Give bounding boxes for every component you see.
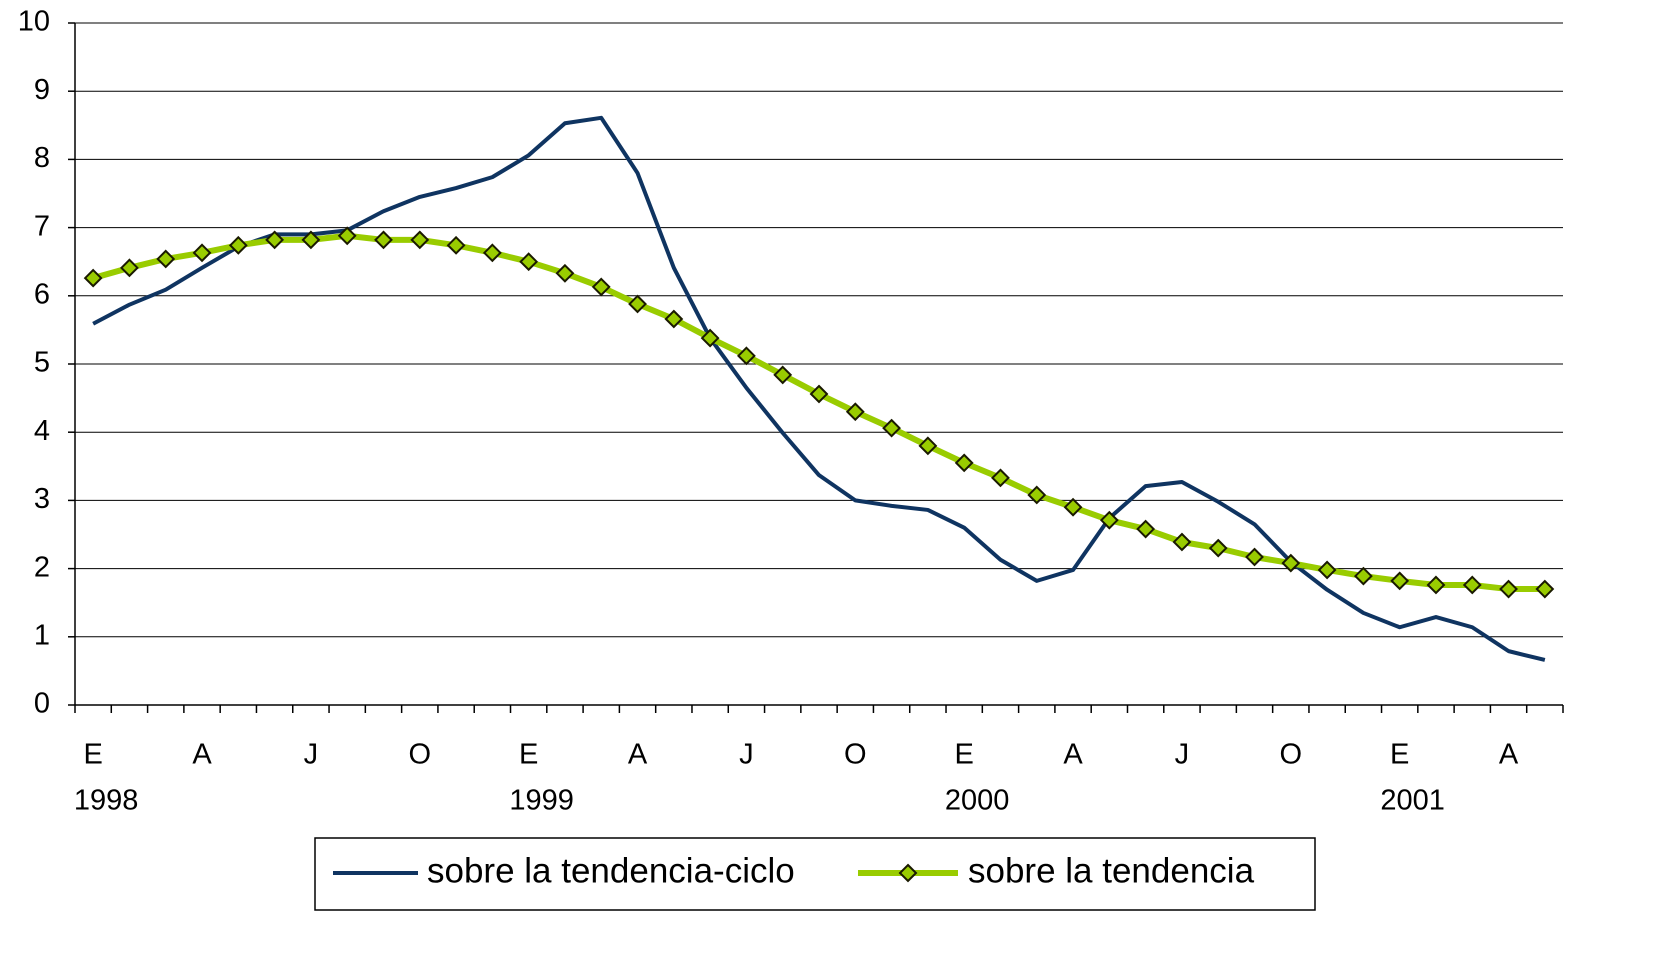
x-tick-label: O xyxy=(844,739,867,771)
marker xyxy=(482,243,502,263)
y-tick-label: 6 xyxy=(34,278,50,310)
x-tick-label: J xyxy=(739,739,754,771)
marker xyxy=(882,418,901,438)
x-year-label: 1998 xyxy=(74,785,139,817)
x-year-label: 2000 xyxy=(945,785,1010,817)
series-line xyxy=(92,115,1546,662)
x-year-label: 2001 xyxy=(1380,785,1445,817)
x-tick-label: E xyxy=(83,739,102,771)
legend-label: sobre la tendencia-ciclo xyxy=(427,851,795,890)
marker xyxy=(700,328,720,348)
legend-label: sobre la tendencia xyxy=(968,851,1255,890)
marker xyxy=(737,346,756,366)
marker xyxy=(628,294,647,314)
legend-marker xyxy=(898,863,918,883)
y-tick-label: 4 xyxy=(34,415,50,447)
marker xyxy=(1499,579,1518,599)
marker xyxy=(1063,497,1083,517)
y-tick-label: 8 xyxy=(34,142,50,174)
marker xyxy=(83,268,103,288)
marker xyxy=(301,230,321,250)
y-tick-label: 3 xyxy=(34,483,50,515)
marker xyxy=(918,436,938,456)
x-tick-label: A xyxy=(628,739,648,771)
y-tick-label: 1 xyxy=(34,619,50,651)
marker xyxy=(954,453,974,473)
x-tick-label: A xyxy=(1499,739,1519,771)
marker xyxy=(1353,566,1373,586)
marker xyxy=(1208,538,1228,558)
marker xyxy=(1245,547,1264,567)
y-tick-label: 0 xyxy=(34,688,50,720)
x-tick-label: J xyxy=(304,739,319,771)
y-tick-label: 2 xyxy=(34,551,50,583)
marker xyxy=(555,263,575,283)
x-year-label: 1999 xyxy=(509,785,574,817)
marker xyxy=(845,402,865,422)
marker xyxy=(120,258,139,278)
marker xyxy=(1027,485,1047,505)
marker xyxy=(1099,510,1119,530)
marker xyxy=(1317,560,1337,580)
marker xyxy=(1426,575,1446,595)
marker xyxy=(1390,571,1410,591)
x-tick-label: J xyxy=(1175,739,1190,771)
marker xyxy=(1281,553,1301,573)
marker xyxy=(192,243,212,263)
x-tick-label: A xyxy=(192,739,212,771)
x-tick-label: O xyxy=(1280,739,1303,771)
legend-box xyxy=(314,837,1316,911)
x-tick-label: E xyxy=(954,739,973,771)
marker xyxy=(374,230,393,250)
marker xyxy=(773,365,793,385)
marker xyxy=(991,468,1010,488)
marker xyxy=(1535,579,1555,599)
series-line xyxy=(92,232,1545,593)
marker xyxy=(519,252,539,272)
marker xyxy=(809,384,829,404)
marker xyxy=(265,230,285,250)
marker xyxy=(664,309,684,329)
marker xyxy=(1172,532,1192,552)
y-tick-label: 9 xyxy=(34,74,50,106)
marker xyxy=(446,235,466,255)
x-tick-label: E xyxy=(519,739,538,771)
x-tick-label: E xyxy=(1390,739,1409,771)
y-tick-label: 7 xyxy=(34,210,50,242)
y-tick-label: 5 xyxy=(34,347,50,379)
x-tick-label: A xyxy=(1063,739,1083,771)
marker xyxy=(1136,519,1156,539)
x-tick-label: O xyxy=(408,739,431,771)
y-tick-label: 10 xyxy=(18,6,50,38)
marker xyxy=(410,230,430,250)
marker xyxy=(337,226,357,246)
marker xyxy=(591,277,611,297)
marker xyxy=(1462,575,1482,595)
marker xyxy=(228,235,248,255)
marker xyxy=(156,249,176,269)
